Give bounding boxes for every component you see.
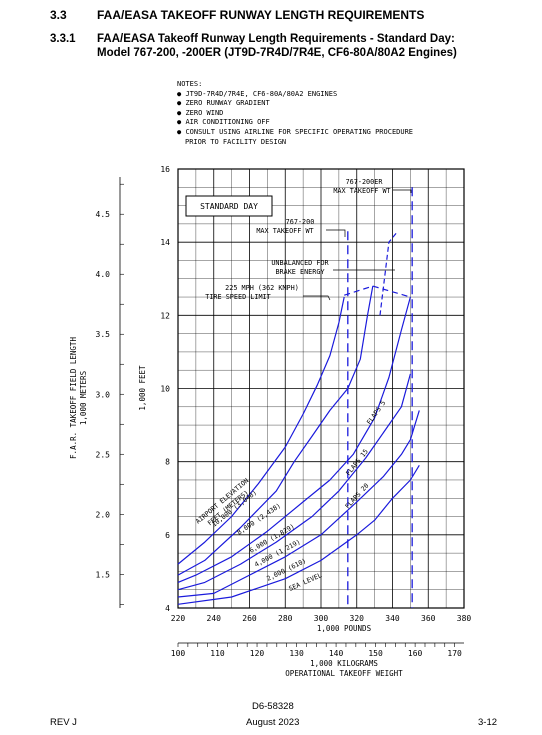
- series-line: [177, 296, 411, 583]
- note-item: ● JT9D-7R4D/7R4E, CF6-80A/80A2 ENGINES: [177, 89, 338, 98]
- note-item: ● AIR CONDITIONING OFF: [177, 118, 270, 127]
- series-line: [177, 410, 420, 598]
- y-tick-label-meters: 3.5: [96, 330, 111, 339]
- note-item: ● ZERO WIND: [177, 108, 224, 117]
- annotation-tire-speed: 225 MPH (362 KMPH) TIRE SPEED LIMIT: [205, 284, 299, 301]
- footer-date: August 2023: [246, 717, 300, 728]
- x-tick-label-kg: 120: [250, 649, 265, 658]
- annotation-text: 225 MPH (362 KMPH): [225, 284, 299, 292]
- x-tick-label-kg: 130: [289, 649, 304, 658]
- annotation-text: MAX TAKEOFF WT: [333, 187, 390, 195]
- y-tick-label-meters: 2.0: [96, 510, 111, 519]
- x-tick-label-pounds: 280: [278, 614, 293, 623]
- chart-overlays: [303, 187, 413, 608]
- series-line: [177, 296, 345, 565]
- bullet-icon: ●: [177, 108, 182, 117]
- leader-tire-speed: [303, 295, 331, 301]
- meter-axis: 1.5 2.0 2.5 3.0 3.5 4.0 4.5: [96, 177, 124, 608]
- x-tick-label-kg: 100: [171, 649, 186, 658]
- annotation-text: BRAKE ENERGY: [275, 268, 324, 276]
- doc-number: D6-58328: [252, 701, 294, 712]
- annotation-text: TIRE SPEED LIMIT: [205, 293, 270, 301]
- annotation-text: UNBALANCED FOR: [271, 259, 329, 267]
- y-tick-label-meters: 4.5: [96, 210, 111, 219]
- x-tick-label-kg: 170: [447, 649, 462, 658]
- note-item: ● ZERO RUNWAY GRADIENT: [177, 99, 270, 108]
- subsection-title-line1: FAA/EASA Takeoff Runway Length Requireme…: [97, 33, 455, 45]
- x-tick-label-pounds: 240: [207, 614, 222, 623]
- standard-day-label: STANDARD DAY: [200, 202, 258, 211]
- leader-max-wt-200er: [393, 189, 412, 193]
- tick-labels: 220 240 260 280 300 320 340 360 380 4 6 8 10 12 14 16 10…: [160, 165, 471, 658]
- section-title: FAA/EASA TAKEOFF RUNWAY LENGTH REQUIREME…: [97, 8, 425, 22]
- x-tick-label-kg: 140: [329, 649, 344, 658]
- y-tick-label-meters: 4.0: [96, 270, 111, 279]
- leader-max-wt-200: [326, 229, 346, 237]
- y-tick-label-meters: 1.5: [96, 570, 111, 579]
- series-curves: [177, 285, 420, 605]
- annotation-unbalanced: UNBALANCED FOR BRAKE ENERGY: [271, 259, 329, 276]
- y-tick-label-feet: 4: [165, 604, 170, 613]
- bullet-icon: ●: [177, 118, 182, 127]
- x-tick-label-pounds: 260: [242, 614, 257, 623]
- y-axis-meters-label-2: 1,000 METERS: [79, 370, 88, 425]
- series-line: [177, 285, 374, 576]
- x-tick-label-pounds: 300: [314, 614, 329, 623]
- y-tick-label-feet: 12: [160, 311, 170, 320]
- y-tick-label-meters: 3.0: [96, 390, 111, 399]
- series-line: [177, 373, 411, 591]
- x-tick-label-kg: 160: [408, 649, 423, 658]
- subsection-number: 3.3.1: [50, 33, 76, 45]
- subsection-title-line2: Model 767-200, -200ER (JT9D-7R4D/7R4E, C…: [97, 47, 457, 59]
- y-tick-label-feet: 14: [160, 238, 170, 247]
- y-tick-label-feet: 6: [165, 531, 170, 540]
- brake-energy-line: [379, 230, 399, 316]
- x-tick-label-pounds: 380: [457, 614, 472, 623]
- annotation-max-wt-200er: 767-200ER MAX TAKEOFF WT: [333, 178, 390, 195]
- tire-speed-limit-line: [344, 285, 411, 298]
- annotation-text: MAX TAKEOFF WT: [256, 227, 313, 235]
- annotation-max-wt-200: 767-200 MAX TAKEOFF WT: [256, 218, 314, 235]
- x-axis-kg-label-2: OPERATIONAL TAKEOFF WEIGHT: [285, 669, 403, 678]
- y-axis-meters-label-1: F.A.R. TAKEOFF FIELD LENGTH: [69, 337, 78, 459]
- annotation-text: 767-200: [286, 218, 315, 226]
- note-continuation: PRIOR TO FACILITY DESIGN: [185, 137, 287, 146]
- bullet-icon: ●: [177, 127, 182, 136]
- x-axis-pounds-label: 1,000 POUNDS: [317, 624, 372, 633]
- revision: REV J: [50, 717, 77, 728]
- notes-title: NOTES:: [177, 80, 203, 88]
- standard-day-box: [185, 195, 273, 217]
- x-tick-label-pounds: 220: [171, 614, 186, 623]
- x-tick-label-kg: 110: [210, 649, 225, 658]
- y-tick-label-feet: 8: [165, 458, 170, 467]
- y-tick-label-feet: 16: [160, 165, 170, 174]
- y-axis-feet-label: 1,000 FEET: [138, 365, 147, 411]
- section-number: 3.3: [50, 8, 67, 22]
- chart-grid: [177, 168, 465, 609]
- y-tick-label-meters: 2.5: [96, 450, 111, 459]
- plot-frame: [177, 168, 465, 609]
- x-tick-label-pounds: 340: [385, 614, 400, 623]
- bullet-icon: ●: [177, 99, 182, 108]
- flaps-5-label: FLAPS 5: [365, 399, 387, 426]
- y-tick-label-feet: 10: [160, 385, 170, 394]
- series-line: [177, 464, 420, 605]
- x-tick-label-pounds: 320: [350, 614, 365, 623]
- x-axis-kg-label-1: 1,000 KILOGRAMS: [310, 659, 378, 668]
- note-item: ● CONSULT USING AIRLINE FOR SPECIFIC OPE…: [177, 127, 414, 136]
- page-number: 3-12: [478, 717, 498, 728]
- annotation-text: 767-200ER: [346, 178, 384, 186]
- x-tick-label-kg: 150: [368, 649, 383, 658]
- x-tick-label-pounds: 360: [421, 614, 436, 623]
- notes-block: NOTES: ● JT9D-7R4D/7R4E, CF6-80A/80A2 EN…: [177, 80, 413, 147]
- bullet-icon: ●: [177, 89, 182, 98]
